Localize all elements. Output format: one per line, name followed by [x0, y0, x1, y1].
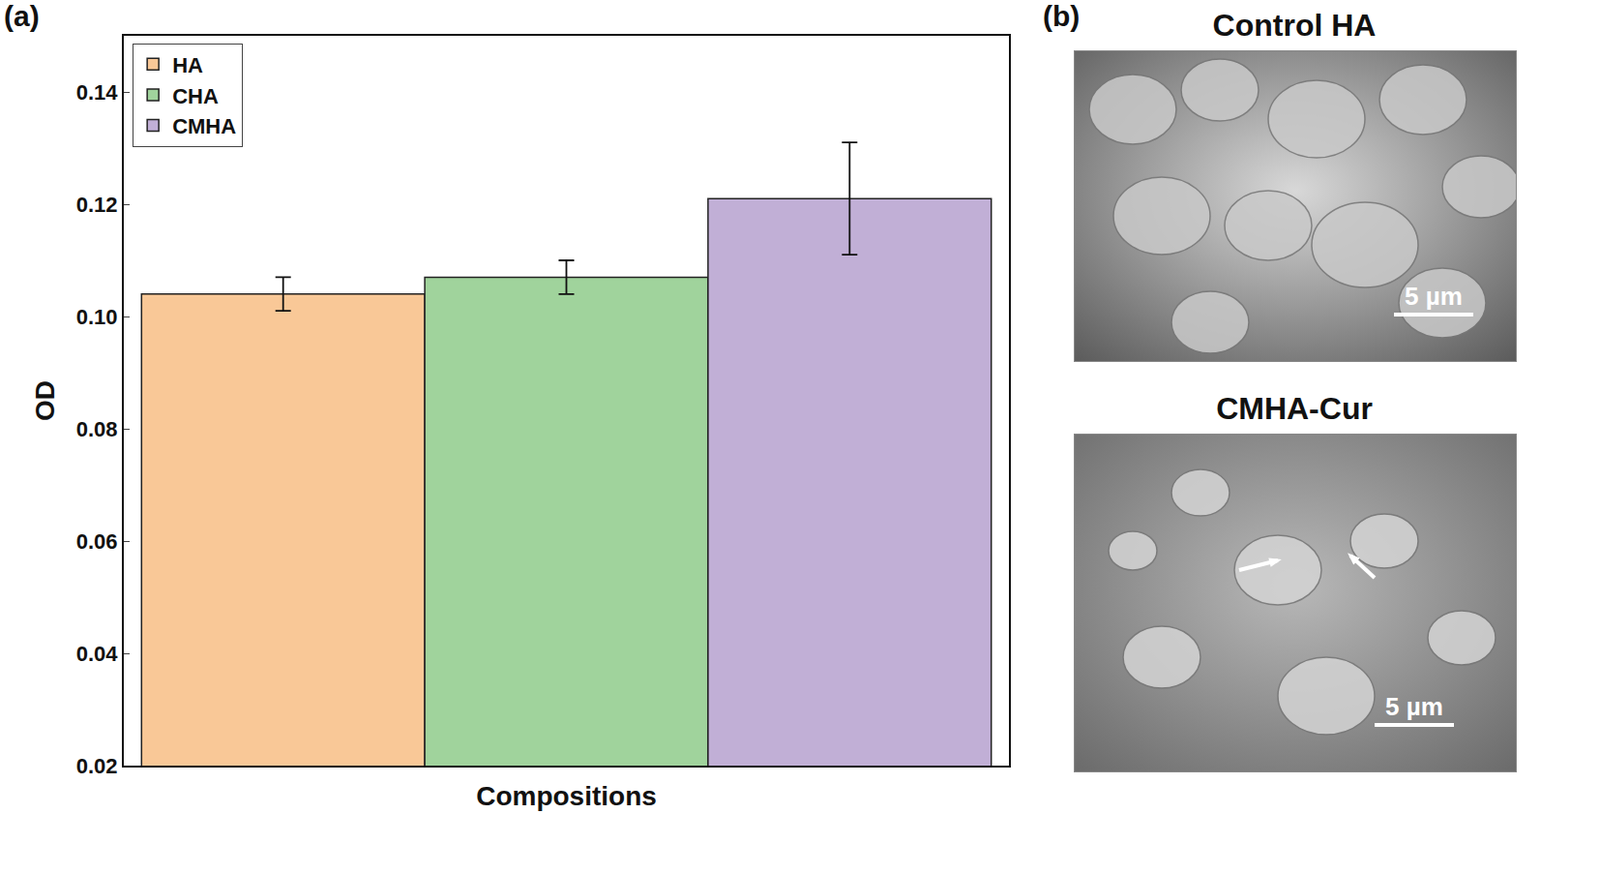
svg-text:0.12: 0.12 — [76, 192, 119, 217]
html-text:Control HA: Control HA — [1212, 7, 1376, 43]
svg-text:CMHA: CMHA — [172, 114, 237, 139]
html-text:(a): (a) — [3, 0, 40, 32]
svg-text:5 µm: 5 µm — [1385, 691, 1444, 721]
svg-text:HA: HA — [172, 53, 204, 78]
svg-text:Compositions: Compositions — [475, 780, 657, 811]
html-text:CMHA-Cur: CMHA-Cur — [1216, 390, 1373, 426]
svg-text:0.14: 0.14 — [76, 80, 119, 105]
html-text:(b): (b) — [1042, 0, 1080, 32]
svg-text:OD: OD — [29, 380, 60, 421]
svg-text:0.04: 0.04 — [76, 641, 119, 666]
svg-text:CHA: CHA — [172, 84, 219, 109]
svg-text:0.10: 0.10 — [76, 304, 119, 329]
svg-text:0.08: 0.08 — [76, 416, 119, 442]
svg-text:0.06: 0.06 — [76, 529, 119, 554]
svg-text:0.02: 0.02 — [76, 753, 119, 778]
svg-text:5 µm: 5 µm — [1404, 281, 1463, 311]
